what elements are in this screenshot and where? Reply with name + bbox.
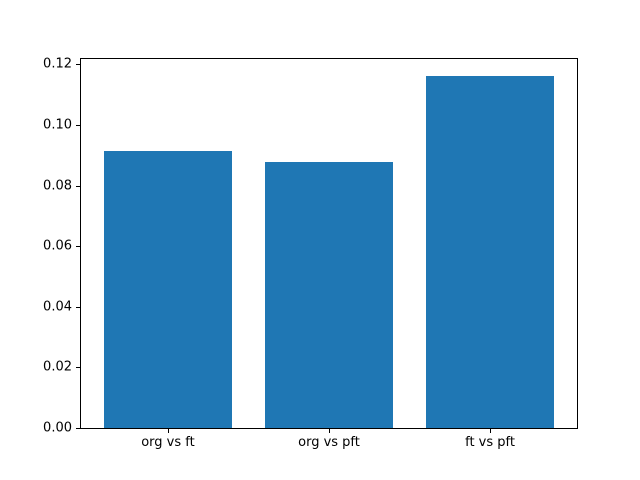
x-tick-label: ft vs pft [465,435,515,450]
y-tick-label: 0.08 [43,178,72,194]
bar-ft-vs-pft [425,76,555,428]
axes: 0.00 0.02 0.04 0.06 0.08 0.10 0.12 org vs ft org… [43,58,578,449]
y-tick-mark [76,246,80,248]
x-tick-mark [167,429,169,433]
y-tick-mark [76,428,80,429]
y-tick-mark [76,64,80,66]
x-tick-mark [329,429,330,433]
y-tick-mark [76,306,80,308]
x-tick-mark [490,429,492,433]
bar-org-vs-pft [264,161,394,428]
y-tick-mark [76,125,80,127]
y-tick-mark [76,185,80,187]
y-tick-label: 0.04 [43,299,72,315]
y-tick-label: 0.06 [43,238,72,254]
y-tick-mark [76,367,80,369]
y-tick-label: 0.10 [43,117,72,133]
x-tick-label: org vs pft [298,435,360,450]
y-tick-label: 0.00 [43,420,72,436]
y-tick-label: 0.02 [43,359,72,375]
bar-org-vs-ft [103,150,233,428]
x-tick-label: org vs ft [141,435,195,450]
y-tick-label: 0.12 [43,56,72,72]
